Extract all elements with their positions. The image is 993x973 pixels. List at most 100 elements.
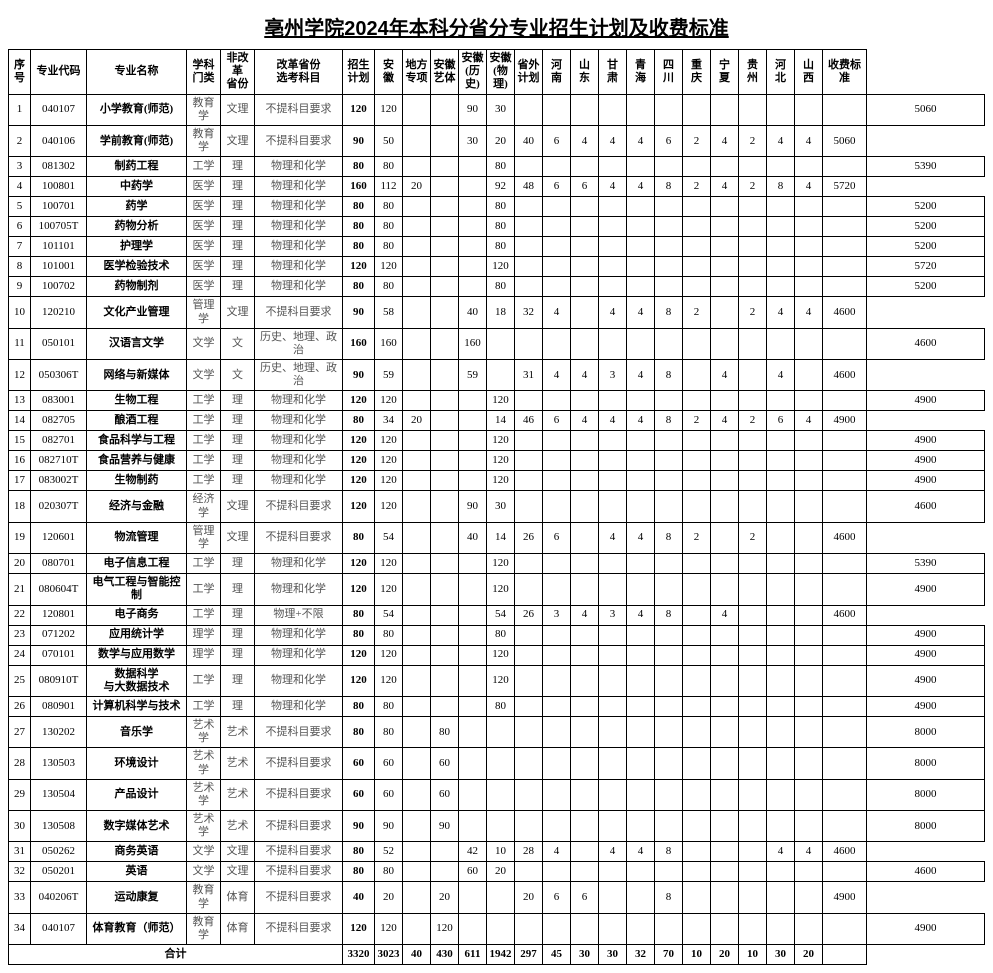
table-cell — [487, 882, 515, 913]
table-cell — [683, 391, 711, 411]
totals-cell: 611 — [459, 945, 487, 965]
table-cell: 药物分析 — [87, 217, 187, 237]
table-cell: 不提科目要求 — [255, 842, 343, 862]
column-header: 学科门类 — [187, 50, 221, 95]
table-cell: 083001 — [31, 391, 87, 411]
table-cell: 不提科目要求 — [255, 913, 343, 944]
table-cell — [711, 471, 739, 491]
table-cell — [739, 491, 767, 522]
table-cell: 050306T — [31, 360, 87, 391]
table-cell — [655, 779, 683, 810]
table-cell — [571, 94, 599, 125]
table-cell — [431, 125, 459, 156]
table-cell: 29 — [9, 779, 31, 810]
table-cell — [543, 237, 571, 257]
table-cell — [795, 862, 823, 882]
table-cell — [403, 811, 431, 842]
table-cell: 4600 — [867, 328, 985, 359]
table-cell — [739, 842, 767, 862]
table-cell: 8000 — [867, 748, 985, 779]
table-row: 32050201英语文学文理不提科目要求808060204600 — [9, 862, 985, 882]
table-cell — [739, 237, 767, 257]
table-cell: 30 — [487, 491, 515, 522]
table-cell — [515, 257, 543, 277]
table-cell: 不提科目要求 — [255, 862, 343, 882]
table-cell: 4 — [571, 360, 599, 391]
table-cell — [431, 197, 459, 217]
table-cell: 80 — [343, 237, 375, 257]
table-cell — [543, 913, 571, 944]
table-cell — [459, 779, 487, 810]
totals-row: 合计33203023404306111942297453030327010201… — [9, 945, 985, 965]
table-cell: 60 — [431, 748, 459, 779]
table-cell: 33 — [9, 882, 31, 913]
table-cell: 42 — [459, 842, 487, 862]
table-cell: 59 — [375, 360, 403, 391]
table-cell: 艺术学 — [187, 716, 221, 747]
table-cell — [571, 157, 599, 177]
table-header: 序号专业代码专业名称学科门类非改革省份改革省份选考科目招生计划安徽地方专项安徽艺… — [9, 50, 985, 95]
table-cell — [627, 779, 655, 810]
table-cell: 4900 — [867, 391, 985, 411]
column-header: 山西 — [795, 50, 823, 95]
table-cell: 8 — [655, 842, 683, 862]
table-cell — [711, 862, 739, 882]
table-cell — [655, 862, 683, 882]
table-cell — [795, 491, 823, 522]
table-cell: 080701 — [31, 554, 87, 574]
table-cell — [571, 257, 599, 277]
table-cell: 120 — [375, 913, 403, 944]
table-cell: 物理和化学 — [255, 411, 343, 431]
table-cell: 数据科学与大数据技术 — [87, 665, 187, 696]
table-cell: 80 — [375, 696, 403, 716]
table-cell: 46 — [515, 411, 543, 431]
table-cell: 80 — [343, 277, 375, 297]
table-cell — [459, 277, 487, 297]
totals-cell: 10 — [739, 945, 767, 965]
table-cell — [683, 237, 711, 257]
table-cell: 电子商务 — [87, 605, 187, 625]
table-cell — [655, 913, 683, 944]
table-cell — [431, 217, 459, 237]
table-cell — [655, 237, 683, 257]
table-cell — [795, 257, 823, 277]
table-cell — [459, 471, 487, 491]
table-cell — [515, 451, 543, 471]
table-cell: 4900 — [867, 574, 985, 605]
table-cell — [403, 696, 431, 716]
table-cell: 130202 — [31, 716, 87, 747]
table-cell: 文理 — [221, 125, 255, 156]
table-cell: 20 — [403, 411, 431, 431]
totals-cell: 30 — [767, 945, 795, 965]
table-cell: 物理和化学 — [255, 574, 343, 605]
table-cell: 体育 — [221, 913, 255, 944]
table-cell: 医学 — [187, 237, 221, 257]
table-cell: 文理 — [221, 491, 255, 522]
totals-cell: 297 — [515, 945, 543, 965]
table-cell: 理 — [221, 197, 255, 217]
table-cell — [627, 645, 655, 665]
table-cell — [739, 882, 767, 913]
table-cell: 30 — [487, 94, 515, 125]
table-cell: 54 — [375, 605, 403, 625]
table-cell — [683, 471, 711, 491]
table-cell: 120 — [343, 471, 375, 491]
table-cell: 40 — [459, 522, 487, 553]
table-cell: 理 — [221, 217, 255, 237]
table-cell: 艺术学 — [187, 779, 221, 810]
table-cell — [599, 471, 627, 491]
table-cell: 药物制剂 — [87, 277, 187, 297]
table-cell — [571, 716, 599, 747]
table-cell — [543, 574, 571, 605]
column-header: 河南 — [543, 50, 571, 95]
table-cell — [459, 913, 487, 944]
table-cell: 120 — [343, 431, 375, 451]
table-cell: 2 — [683, 297, 711, 328]
table-cell — [599, 94, 627, 125]
table-cell — [683, 748, 711, 779]
table-cell: 20 — [431, 882, 459, 913]
table-cell — [431, 391, 459, 411]
table-cell: 14 — [9, 411, 31, 431]
table-cell: 文学 — [187, 328, 221, 359]
table-cell — [515, 779, 543, 810]
